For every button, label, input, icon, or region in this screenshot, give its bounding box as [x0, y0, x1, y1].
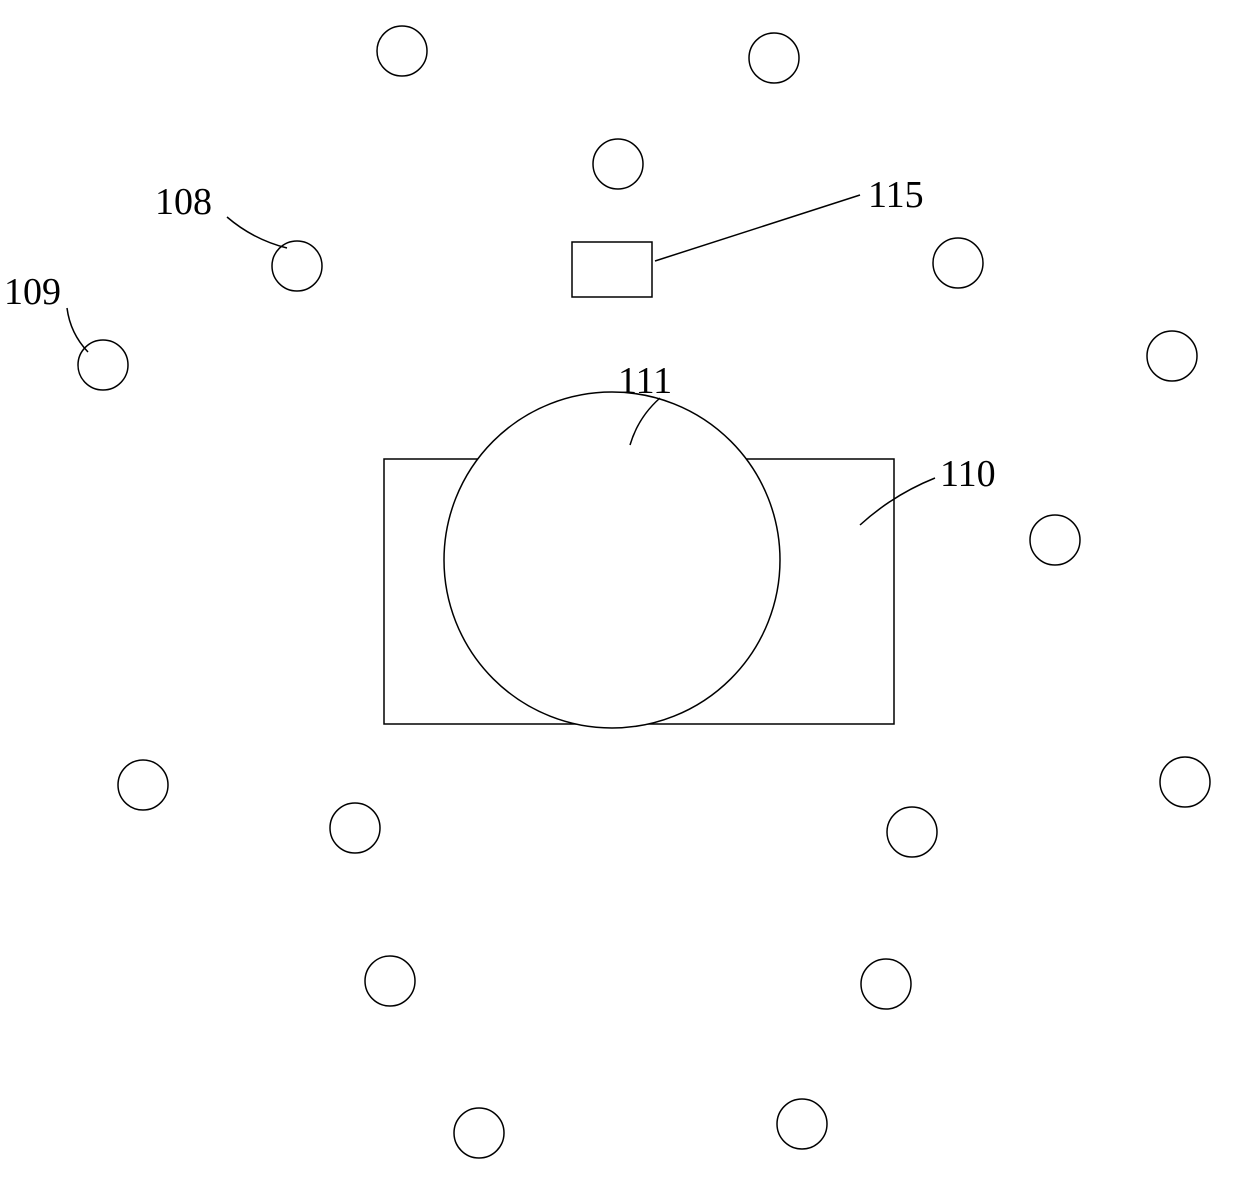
center-group [384, 242, 894, 728]
outer-hole-circle [1147, 331, 1197, 381]
diagram-svg [0, 0, 1240, 1185]
outer-hole-circle [887, 807, 937, 857]
reference-label-111: 111 [618, 359, 672, 403]
outer-hole-circle [1160, 757, 1210, 807]
outer-hole-circle [118, 760, 168, 810]
outer-hole-circle [272, 241, 322, 291]
outer-hole-circle [454, 1108, 504, 1158]
outer-hole-circle [861, 959, 911, 1009]
reference-label-109: 109 [4, 270, 61, 314]
reference-label-108: 108 [155, 180, 212, 224]
outer-hole-circle [593, 139, 643, 189]
outer-hole-circle [377, 26, 427, 76]
reference-label-110: 110 [940, 452, 996, 496]
center-circle [444, 392, 780, 728]
diagram-canvas: 108 109 115 111 110 [0, 0, 1240, 1185]
outer-hole-circle [330, 803, 380, 853]
outer-hole-circle [365, 956, 415, 1006]
leader-line [67, 308, 88, 352]
outer-hole-circle [777, 1099, 827, 1149]
small-rectangle [572, 242, 652, 297]
leader-line [655, 195, 860, 261]
reference-label-115: 115 [868, 173, 924, 217]
outer-hole-circle [78, 340, 128, 390]
outer-hole-circle [933, 238, 983, 288]
leader-line [227, 217, 287, 248]
outer-hole-circle [1030, 515, 1080, 565]
leader-line [860, 478, 935, 525]
outer-hole-circle [749, 33, 799, 83]
